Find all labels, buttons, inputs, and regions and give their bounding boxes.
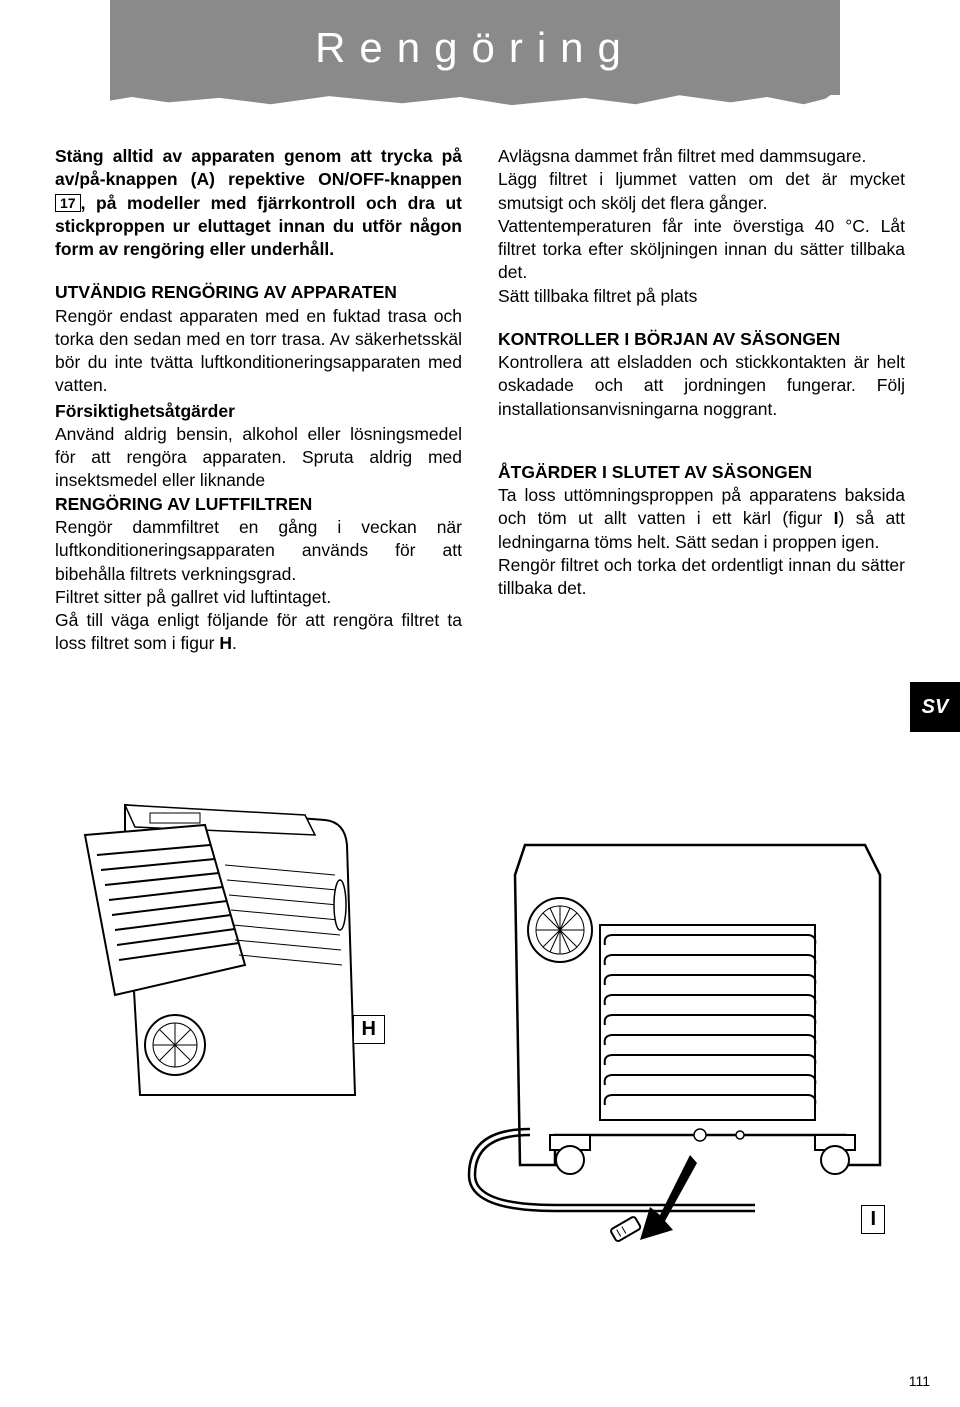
heading-luftfiltren: RENGÖRING AV LUFTFILTREN <box>55 493 462 516</box>
p3c-b: H <box>219 633 232 653</box>
intro-text-a: Stäng alltid av apparaten genom att tryc… <box>55 146 462 189</box>
heading-kontroller: KONTROLLER I BÖRJAN AV SÄSONGEN <box>498 328 905 351</box>
page-number: 111 <box>909 1373 930 1389</box>
figure-h: H <box>55 795 375 1105</box>
p3c-c: . <box>232 633 237 653</box>
figure-i-label: I <box>861 1205 885 1234</box>
intro-text-b: , på modeller med fjärrkontroll och dra … <box>55 193 462 260</box>
para-utvandig: Rengör endast apparaten med en fuktad tr… <box>55 305 462 398</box>
figures-area: H <box>55 795 905 1325</box>
heading-utvandig: UTVÄNDIG RENGÖRING AV APPARATEN <box>55 281 462 304</box>
intro-paragraph: Stäng alltid av apparaten genom att tryc… <box>55 145 462 261</box>
figure-h-label: H <box>353 1015 385 1044</box>
figure-i: I <box>435 835 905 1255</box>
heading-forsiktighet: Försiktighetsåtgärder <box>55 400 462 423</box>
r-p1: Avlägsna dammet från filtret med dammsug… <box>498 145 905 168</box>
right-column: Avlägsna dammet från filtret med dammsug… <box>498 145 905 656</box>
heading-atgarder: ÅTGÄRDER I SLUTET AV SÄSONGEN <box>498 461 905 484</box>
figure-i-illustration <box>435 835 905 1255</box>
content-columns: Stäng alltid av apparaten genom att tryc… <box>55 145 905 656</box>
para-luftfiltren-b: Filtret sitter på gallret vid luftintage… <box>55 586 462 609</box>
para-forsiktighet: Använd aldrig bensin, alkohol eller lösn… <box>55 423 462 493</box>
header-tab: Rengöring <box>110 0 840 95</box>
r-p7: Rengör filtret och torka det ordentligt … <box>498 554 905 601</box>
header-band: Rengöring <box>0 0 960 115</box>
figure-h-illustration <box>55 795 375 1105</box>
ref-17-box: 17 <box>55 194 81 213</box>
left-column: Stäng alltid av apparaten genom att tryc… <box>55 145 462 656</box>
para-luftfiltren-c: Gå till väga enligt följande för att ren… <box>55 609 462 656</box>
para-luftfiltren-a: Rengör dammfiltret en gång i veckan när … <box>55 516 462 586</box>
r-p4: Sätt tillbaka filtret på plats <box>498 285 905 308</box>
page-title: Rengöring <box>315 24 635 72</box>
r-p6: Ta loss uttömningsproppen på apparatens … <box>498 484 905 554</box>
header-tab-torn-edge <box>110 88 840 106</box>
p3c-a: Gå till väga enligt följande för att ren… <box>55 610 462 653</box>
r-p5: Kontrollera att elsladden och stickkonta… <box>498 351 905 421</box>
r-p2: Lägg filtret i ljummet vatten om det är … <box>498 168 905 215</box>
language-tab: SV <box>910 682 960 732</box>
r-p3: Vattentemperaturen får inte överstiga 40… <box>498 215 905 285</box>
